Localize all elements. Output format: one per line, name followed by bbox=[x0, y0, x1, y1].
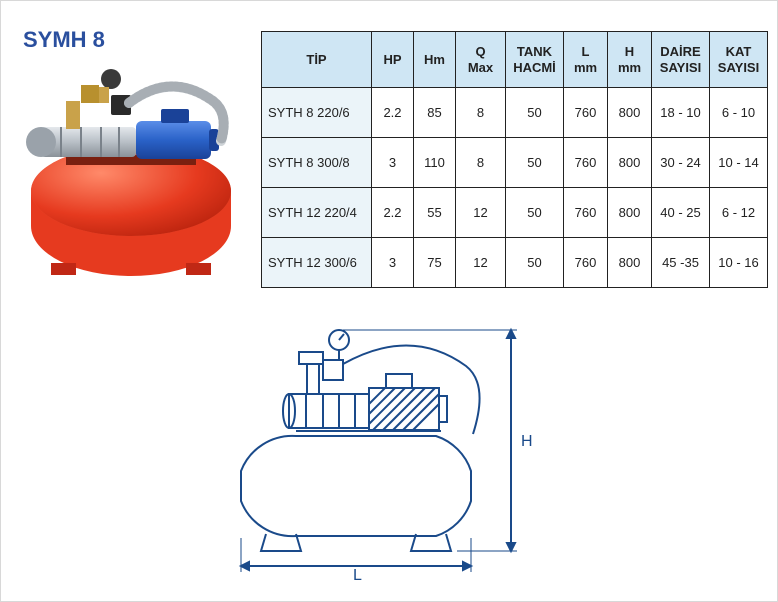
cell-l: 760 bbox=[564, 138, 608, 188]
table-row: SYTH 8 220/6 2.2 85 8 50 760 800 18 - 10… bbox=[262, 88, 768, 138]
dim-label-l: L bbox=[353, 567, 362, 584]
cell-tip: SYTH 12 220/4 bbox=[262, 188, 372, 238]
dim-label-h: H bbox=[521, 433, 533, 450]
cell-q: 12 bbox=[456, 238, 506, 288]
cell-h: 800 bbox=[608, 88, 652, 138]
table-row: SYTH 12 300/6 3 75 12 50 760 800 45 -35 … bbox=[262, 238, 768, 288]
table-row: SYTH 12 220/4 2.2 55 12 50 760 800 40 - … bbox=[262, 188, 768, 238]
cell-hp: 3 bbox=[372, 238, 414, 288]
cell-kat: 6 - 10 bbox=[710, 88, 768, 138]
th-qmax: QMax bbox=[456, 32, 506, 88]
cell-l: 760 bbox=[564, 88, 608, 138]
cell-tank: 50 bbox=[506, 238, 564, 288]
cell-q: 8 bbox=[456, 88, 506, 138]
cell-hp: 2.2 bbox=[372, 88, 414, 138]
th-kat: KATSAYISI bbox=[710, 32, 768, 88]
th-daire: DAİRESAYISI bbox=[652, 32, 710, 88]
cell-h: 800 bbox=[608, 238, 652, 288]
spec-table: TİP HP Hm QMax TANKHACMİ Lmm Hmm DAİRESA… bbox=[261, 31, 768, 288]
cell-hm: 85 bbox=[414, 88, 456, 138]
cell-tip: SYTH 8 220/6 bbox=[262, 88, 372, 138]
cell-daire: 40 - 25 bbox=[652, 188, 710, 238]
cell-l: 760 bbox=[564, 188, 608, 238]
cell-tip: SYTH 12 300/6 bbox=[262, 238, 372, 288]
cell-hp: 3 bbox=[372, 138, 414, 188]
product-image bbox=[11, 51, 246, 281]
cell-hm: 110 bbox=[414, 138, 456, 188]
table-header-row: TİP HP Hm QMax TANKHACMİ Lmm Hmm DAİRESA… bbox=[262, 32, 768, 88]
cell-hp: 2.2 bbox=[372, 188, 414, 238]
cell-l: 760 bbox=[564, 238, 608, 288]
cell-daire: 30 - 24 bbox=[652, 138, 710, 188]
cell-h: 800 bbox=[608, 138, 652, 188]
th-hp: HP bbox=[372, 32, 414, 88]
cell-daire: 18 - 10 bbox=[652, 88, 710, 138]
cell-tank: 50 bbox=[506, 88, 564, 138]
cell-daire: 45 -35 bbox=[652, 238, 710, 288]
th-tank: TANKHACMİ bbox=[506, 32, 564, 88]
cell-kat: 10 - 16 bbox=[710, 238, 768, 288]
technical-drawing: L H bbox=[211, 316, 541, 586]
cell-hm: 55 bbox=[414, 188, 456, 238]
cell-tip: SYTH 8 300/8 bbox=[262, 138, 372, 188]
table-row: SYTH 8 300/8 3 110 8 50 760 800 30 - 24 … bbox=[262, 138, 768, 188]
th-hm: Hm bbox=[414, 32, 456, 88]
th-tip: TİP bbox=[262, 32, 372, 88]
th-l: Lmm bbox=[564, 32, 608, 88]
cell-q: 12 bbox=[456, 188, 506, 238]
cell-kat: 10 - 14 bbox=[710, 138, 768, 188]
th-h: Hmm bbox=[608, 32, 652, 88]
cell-tank: 50 bbox=[506, 188, 564, 238]
cell-h: 800 bbox=[608, 188, 652, 238]
cell-hm: 75 bbox=[414, 238, 456, 288]
cell-tank: 50 bbox=[506, 138, 564, 188]
product-title: SYMH 8 bbox=[23, 27, 105, 53]
cell-q: 8 bbox=[456, 138, 506, 188]
cell-kat: 6 - 12 bbox=[710, 188, 768, 238]
